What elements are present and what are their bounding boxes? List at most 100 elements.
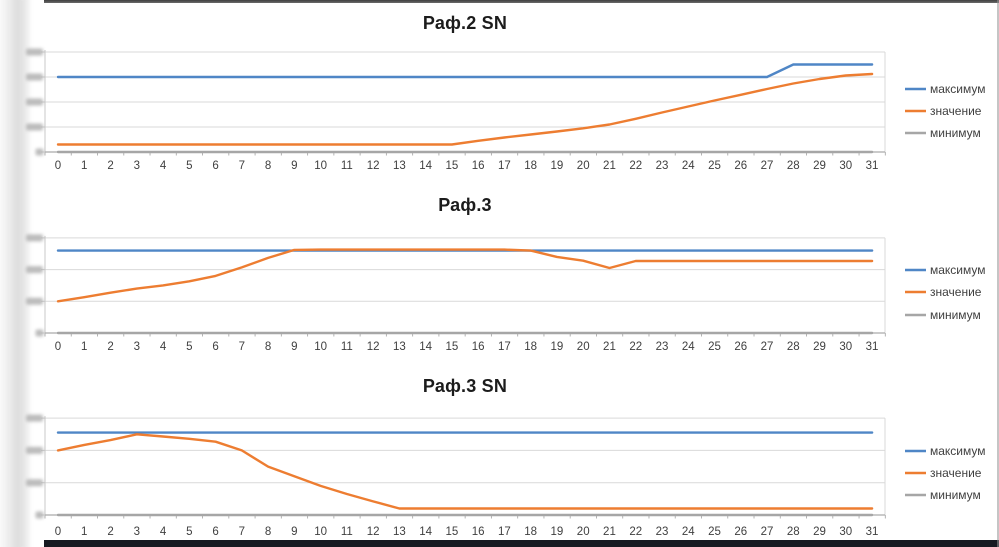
x-tick-label: 19 xyxy=(551,160,564,172)
x-tick-label: 10 xyxy=(314,341,327,353)
x-tick-label: 16 xyxy=(472,160,485,172)
x-tick-label: 24 xyxy=(682,341,695,353)
x-tick-label: 11 xyxy=(341,341,353,353)
x-tick-label: 22 xyxy=(629,160,642,172)
x-tick-label: 11 xyxy=(341,160,353,172)
x-tick-label: 2 xyxy=(107,526,113,538)
x-tick-label: 29 xyxy=(813,160,826,172)
legend-label-value: значение xyxy=(930,104,982,118)
x-tick-label: 11 xyxy=(341,526,353,538)
x-tick-label: 17 xyxy=(498,160,511,172)
x-tick-label: 14 xyxy=(419,526,432,538)
x-tick-label: 9 xyxy=(291,341,297,353)
blurred-y-tick-label xyxy=(26,73,43,81)
x-tick-label: 25 xyxy=(708,341,721,353)
x-tick-label: 22 xyxy=(629,341,642,353)
x-tick-label: 31 xyxy=(866,341,879,353)
x-tick-label: 26 xyxy=(734,160,747,172)
x-tick-label: 28 xyxy=(787,526,800,538)
chart-3-title: Раф.3 SN xyxy=(422,376,508,396)
x-tick-label: 10 xyxy=(314,526,327,538)
window-border-bottom xyxy=(44,540,999,547)
x-tick-label: 29 xyxy=(813,341,826,353)
x-tick-label: 27 xyxy=(761,160,774,172)
x-tick-label: 4 xyxy=(160,341,167,353)
x-tick-label: 6 xyxy=(212,160,218,172)
x-tick-label: 15 xyxy=(446,526,459,538)
legend-label-value: значение xyxy=(930,466,982,480)
x-tick-label: 22 xyxy=(629,526,642,538)
x-tick-label: 3 xyxy=(134,160,140,172)
legend-label-min: минимум xyxy=(930,488,981,502)
x-tick-label: 20 xyxy=(577,526,590,538)
x-tick-label: 21 xyxy=(603,160,616,172)
x-tick-label: 17 xyxy=(498,526,511,538)
x-tick-label: 26 xyxy=(734,526,747,538)
blurred-left-band xyxy=(0,0,30,547)
series-line-value xyxy=(56,433,874,510)
chart-3-plot-area[interactable]: 0 1 2 3 4 5 6 7 8 9 10 11 12 13 14 15 16 17 18 19 20 21 22 23 24… xyxy=(26,414,986,538)
x-tick-label: 15 xyxy=(446,341,459,353)
chart-2-plot-area[interactable]: 0 1 2 3 4 5 6 7 8 9 10 11 12 13 14 15 16 17 18 19 20 21 22 23 24… xyxy=(26,234,986,353)
x-tick-label: 25 xyxy=(708,526,721,538)
blurred-y-tick-label xyxy=(26,98,43,106)
chart-2-title: Раф.3 xyxy=(438,195,492,215)
x-tick-label: 28 xyxy=(787,160,800,172)
x-tick-label: 10 xyxy=(314,160,327,172)
x-tick-label: 16 xyxy=(472,341,485,353)
x-tick-label: 5 xyxy=(186,160,192,172)
x-tick-label: 23 xyxy=(656,160,669,172)
x-tick-label: 6 xyxy=(212,526,218,538)
x-tick-label: 24 xyxy=(682,160,695,172)
blurred-y-tick-label xyxy=(35,148,44,156)
chart-1-title: Раф.2 SN xyxy=(422,13,508,33)
x-tick-label: 21 xyxy=(603,341,616,353)
x-tick-label: 27 xyxy=(761,526,774,538)
x-tick-label: 9 xyxy=(291,160,297,172)
x-tick-label: 5 xyxy=(186,526,192,538)
blurred-y-tick-label xyxy=(26,234,43,242)
blurred-y-tick-label xyxy=(26,414,43,422)
x-tick-label: 31 xyxy=(866,526,879,538)
x-tick-label: 8 xyxy=(265,341,271,353)
legend-label-min: минимум xyxy=(930,308,981,322)
x-tick-label: 12 xyxy=(367,526,380,538)
legend-label-max: максимум xyxy=(930,444,986,458)
x-tick-label: 27 xyxy=(761,341,774,353)
x-tick-label: 9 xyxy=(291,526,297,538)
x-tick-label: 28 xyxy=(787,341,800,353)
x-tick-label: 0 xyxy=(55,526,61,538)
series-line-value xyxy=(56,248,874,303)
x-tick-label: 26 xyxy=(734,341,747,353)
x-tick-label: 14 xyxy=(419,160,432,172)
x-tick-label: 1 xyxy=(81,526,87,538)
x-tick-label: 12 xyxy=(367,160,380,172)
x-tick-label: 17 xyxy=(498,341,511,353)
x-tick-label: 30 xyxy=(839,526,852,538)
x-tick-label: 30 xyxy=(839,341,852,353)
x-tick-label: 12 xyxy=(367,341,380,353)
x-tick-label: 8 xyxy=(265,526,271,538)
series-line-value xyxy=(56,72,874,146)
x-tick-label: 6 xyxy=(212,341,218,353)
x-tick-label: 1 xyxy=(81,341,87,353)
legend-label-min: минимум xyxy=(930,126,981,140)
x-tick-label: 18 xyxy=(524,341,537,353)
x-tick-label: 0 xyxy=(55,341,61,353)
legend-label-max: максимум xyxy=(930,82,986,96)
blurred-y-tick-label xyxy=(26,446,43,454)
x-tick-label: 23 xyxy=(656,526,669,538)
x-tick-label: 13 xyxy=(393,341,406,353)
x-tick-label: 7 xyxy=(239,341,245,353)
chart-1-plot-area[interactable]: 0 1 2 3 4 5 6 7 8 9 10 11 12 13 14 15 16 17 18 19 20 21 22 23 24… xyxy=(26,48,986,173)
blurred-y-tick-label xyxy=(26,479,43,487)
x-tick-label: 25 xyxy=(708,160,721,172)
x-tick-label: 30 xyxy=(839,160,852,172)
x-tick-label: 29 xyxy=(813,526,826,538)
x-tick-label: 23 xyxy=(656,341,669,353)
x-tick-label: 7 xyxy=(239,160,245,172)
x-tick-label: 19 xyxy=(551,341,564,353)
legend-label-value: значение xyxy=(930,285,982,299)
x-tick-label: 8 xyxy=(265,160,271,172)
